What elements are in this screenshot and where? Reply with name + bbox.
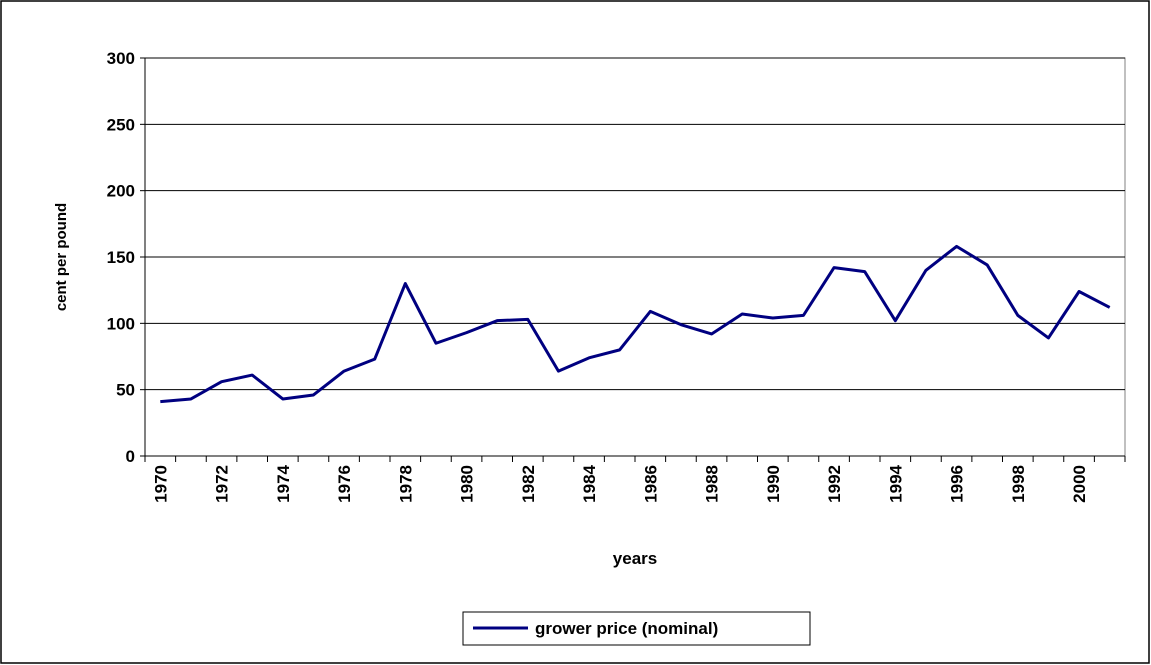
x-tick-label: 1996 <box>948 465 967 503</box>
y-tick-label: 300 <box>107 49 135 68</box>
x-tick-label: 1978 <box>396 465 415 503</box>
y-tick-label: 50 <box>116 381 135 400</box>
x-tick-label: 1986 <box>641 465 660 503</box>
x-tick-label: 1970 <box>151 465 170 503</box>
y-tick-label: 200 <box>107 182 135 201</box>
y-axis-title: cent per pound <box>53 203 70 311</box>
legend-label: grower price (nominal) <box>535 619 718 638</box>
x-tick-label: 1992 <box>825 465 844 503</box>
x-tick-label: 1972 <box>213 465 232 503</box>
y-tick-label: 250 <box>107 115 135 134</box>
data-line <box>160 244 1111 404</box>
x-axis-title: years <box>613 549 657 568</box>
x-tick-label: 1980 <box>458 465 477 503</box>
x-tick-label: 1974 <box>274 464 293 502</box>
x-tick-label: 1982 <box>519 465 538 503</box>
y-tick-label: 100 <box>107 314 135 333</box>
x-tick-label: 1994 <box>886 464 905 502</box>
x-tick-label: 1988 <box>703 465 722 503</box>
x-tick-label: 1990 <box>764 465 783 503</box>
x-tick-label: 1976 <box>335 465 354 503</box>
y-tick-label: 150 <box>107 248 135 267</box>
x-tick-label: 1998 <box>1009 465 1028 503</box>
x-tick-label: 2000 <box>1070 465 1089 503</box>
y-tick-label: 0 <box>126 447 135 466</box>
x-tick-label: 1984 <box>580 464 599 502</box>
